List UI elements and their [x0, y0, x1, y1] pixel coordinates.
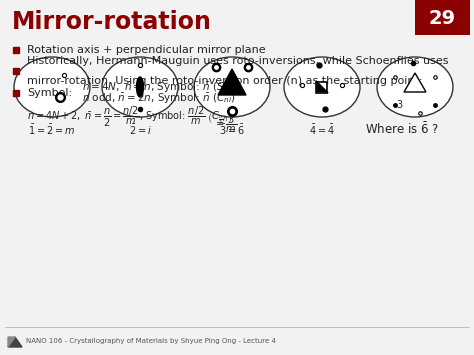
Text: $\bar{1} = \bar{2} = m$: $\bar{1} = \bar{2} = m$: [28, 123, 75, 137]
Text: $\bar{3} = \bar{6}$: $\bar{3} = \bar{6}$: [219, 123, 245, 137]
Polygon shape: [218, 69, 246, 95]
Ellipse shape: [194, 57, 270, 117]
Text: mirror-rotation. Using the roto-inversion order (n) as the starting point:: mirror-rotation. Using the roto-inversio…: [27, 76, 422, 86]
Ellipse shape: [377, 57, 453, 117]
Ellipse shape: [137, 77, 144, 97]
Polygon shape: [8, 337, 22, 347]
Text: $\bar{2} = i$: $\bar{2} = i$: [128, 123, 151, 137]
Polygon shape: [404, 73, 426, 92]
Text: 29: 29: [428, 9, 456, 27]
Text: NANO 106 - Crystallography of Materials by Shyue Ping Ong - Lecture 4: NANO 106 - Crystallography of Materials …: [26, 338, 276, 344]
Ellipse shape: [14, 57, 90, 117]
Text: Symbol:: Symbol:: [27, 88, 72, 98]
Text: $n$ odd, $\bar{n} = 2n$, Symbol: $\bar{n}\ (C_{ni})$: $n$ odd, $\bar{n} = 2n$, Symbol: $\bar{n…: [82, 92, 236, 106]
Bar: [317, 82, 328, 93]
Text: Rotation axis + perpendicular mirror plane: Rotation axis + perpendicular mirror pla…: [27, 45, 265, 55]
Text: Mirror-rotation: Mirror-rotation: [12, 10, 212, 34]
Text: $= \dfrac{3}{m}$: $= \dfrac{3}{m}$: [214, 114, 238, 135]
Ellipse shape: [284, 57, 360, 117]
Text: $n = 4N+2,\ \bar{n} = \dfrac{n}{2} = \dfrac{n/2}{m}$, Symbol: $\dfrac{n/2}{m}\ \: $n = 4N+2,\ \bar{n} = \dfrac{n}{2} = \df…: [27, 105, 232, 129]
Polygon shape: [8, 337, 15, 347]
Ellipse shape: [102, 57, 178, 117]
Text: Where is $\bar{6}$ ?: Where is $\bar{6}$ ?: [365, 121, 439, 137]
Text: $n = 4N,\ \bar{n} = n$, Symbol: $\bar{n}\ (S_n)$: $n = 4N,\ \bar{n} = n$, Symbol: $\bar{n}…: [82, 81, 233, 95]
Text: Historically, Hermann-Mauguin uses roto-inversions, while Schoenflies uses: Historically, Hermann-Mauguin uses roto-…: [27, 56, 448, 66]
Text: $\bar{4} = \bar{4}$: $\bar{4} = \bar{4}$: [309, 123, 335, 137]
Polygon shape: [317, 82, 328, 93]
FancyBboxPatch shape: [415, 0, 470, 35]
Text: 3: 3: [396, 100, 402, 110]
